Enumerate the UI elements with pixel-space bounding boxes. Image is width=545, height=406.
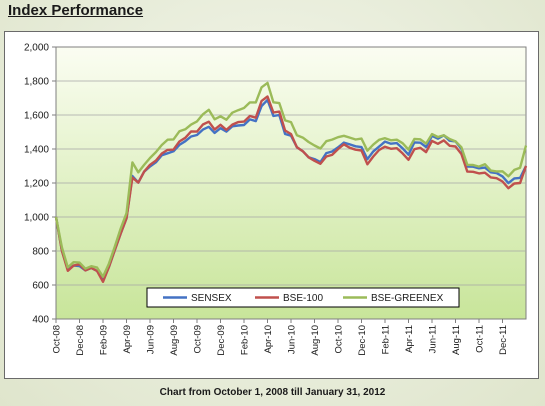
series-line-bse-greenex <box>54 81 528 278</box>
y-tick-label: 1,400 <box>24 145 49 156</box>
x-tick-label: Dec-09 <box>216 325 227 356</box>
x-tick-label: Dec-10 <box>357 325 368 356</box>
y-tick-label: 600 <box>32 281 49 292</box>
x-tick-label: Jun-10 <box>287 325 298 354</box>
y-tick-label: 1,600 <box>24 111 49 122</box>
legend-label-sensex: SENSEX <box>191 293 232 304</box>
x-tick-label: Aug-11 <box>451 325 462 355</box>
x-tick-label: Feb-09 <box>99 325 110 355</box>
y-tick-label: 800 <box>32 247 49 258</box>
y-tick-label: 1,000 <box>24 213 49 224</box>
x-tick-label: Apr-09 <box>122 325 133 354</box>
x-tick-label: Oct-08 <box>52 325 63 354</box>
legend-box <box>146 287 460 308</box>
x-tick-label: Aug-09 <box>169 325 180 356</box>
page-title: Index Performance <box>8 2 144 19</box>
y-tick-label: 1,800 <box>24 77 49 88</box>
x-tick-label: Aug-10 <box>310 325 321 356</box>
x-tick-label: Oct-10 <box>334 325 345 354</box>
x-tick-label: Dec-11 <box>498 325 509 355</box>
series-line-bse-100 <box>54 95 528 283</box>
y-tick-label: 2,000 <box>24 43 49 54</box>
x-tick-label: Oct-09 <box>193 325 204 354</box>
x-tick-label: Oct-11 <box>475 325 486 353</box>
chart-frame: 400 600 800 1,000 1,200 1,400 1,600 1,800 2,000 … <box>4 31 539 379</box>
legend-label-bse-100: BSE-100 <box>283 293 323 304</box>
y-tick-label: 400 <box>32 315 49 326</box>
x-tick-label: Jun-11 <box>428 325 439 353</box>
index-performance-chart: 4006008001,0001,2001,4001,6001,8002,000 … <box>24 43 528 356</box>
y-tick-label: 1,200 <box>24 179 49 190</box>
x-tick-label: Apr-11 <box>404 325 415 353</box>
x-tick-label: Jun-09 <box>146 325 157 354</box>
x-tick-label: Feb-10 <box>240 325 251 355</box>
x-tick-label: Dec-08 <box>75 325 86 356</box>
chart-caption: Chart from October 1, 2008 till January … <box>159 387 386 398</box>
x-tick-label: Feb-11 <box>381 325 392 354</box>
x-tick-label: Apr-10 <box>263 325 274 354</box>
legend-label-bse-greenex: BSE-GREENEX <box>371 293 444 304</box>
